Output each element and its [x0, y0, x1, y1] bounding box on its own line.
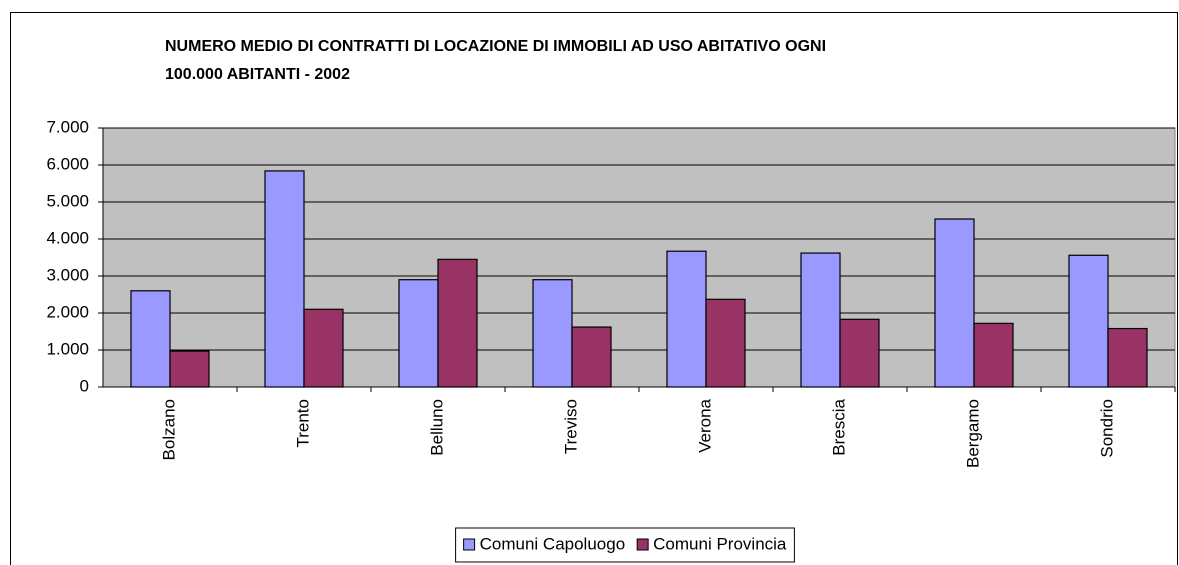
x-tick-label: Belluno: [427, 399, 446, 456]
legend-swatch: [463, 538, 476, 551]
x-tick-label: Sondrio: [1097, 399, 1116, 458]
chart-title: 100.000 ABITANTI - 2002: [165, 66, 350, 83]
bar: [398, 279, 439, 388]
legend-box: [455, 527, 795, 563]
bar: [666, 250, 707, 388]
legend-label: Comuni Provincia: [653, 534, 787, 553]
y-tick-label: 2.000: [46, 302, 89, 321]
x-tick-label: Bolzano: [159, 399, 178, 460]
bar: [169, 350, 210, 388]
bar: [130, 290, 171, 388]
legend: Comuni Capoluogo Comuni Provincia: [455, 527, 795, 563]
bar: [264, 170, 305, 388]
bar: [839, 318, 880, 388]
x-tick-label: Bergamo: [963, 399, 982, 468]
legend-label: Comuni Capoluogo: [480, 534, 626, 553]
x-tick-label: Verona: [695, 398, 714, 452]
bar: [303, 308, 344, 388]
bar: [705, 298, 746, 388]
bar: [973, 322, 1014, 388]
y-tick-label: 4.000: [46, 228, 89, 247]
bar: [571, 326, 612, 388]
plot-area: [102, 127, 1176, 388]
y-tick-label: 0: [80, 376, 89, 395]
y-tick-label: 7.000: [46, 117, 89, 136]
bar: [934, 218, 975, 388]
bar: [532, 279, 573, 388]
bar: [800, 252, 841, 388]
y-tick-label: 1.000: [46, 339, 89, 358]
y-tick-label: 5.000: [46, 191, 89, 210]
x-tick-label: Treviso: [561, 399, 580, 454]
chart-title: NUMERO MEDIO DI CONTRATTI DI LOCAZIONE D…: [165, 38, 826, 55]
bar: [437, 258, 478, 388]
x-tick-label: Trento: [293, 399, 312, 448]
bar: [1107, 327, 1148, 388]
bar: [1068, 254, 1109, 388]
legend-swatch: [636, 538, 649, 551]
x-tick-label: Brescia: [829, 398, 848, 455]
y-tick-label: 6.000: [46, 154, 89, 173]
y-tick-label: 3.000: [46, 265, 89, 284]
